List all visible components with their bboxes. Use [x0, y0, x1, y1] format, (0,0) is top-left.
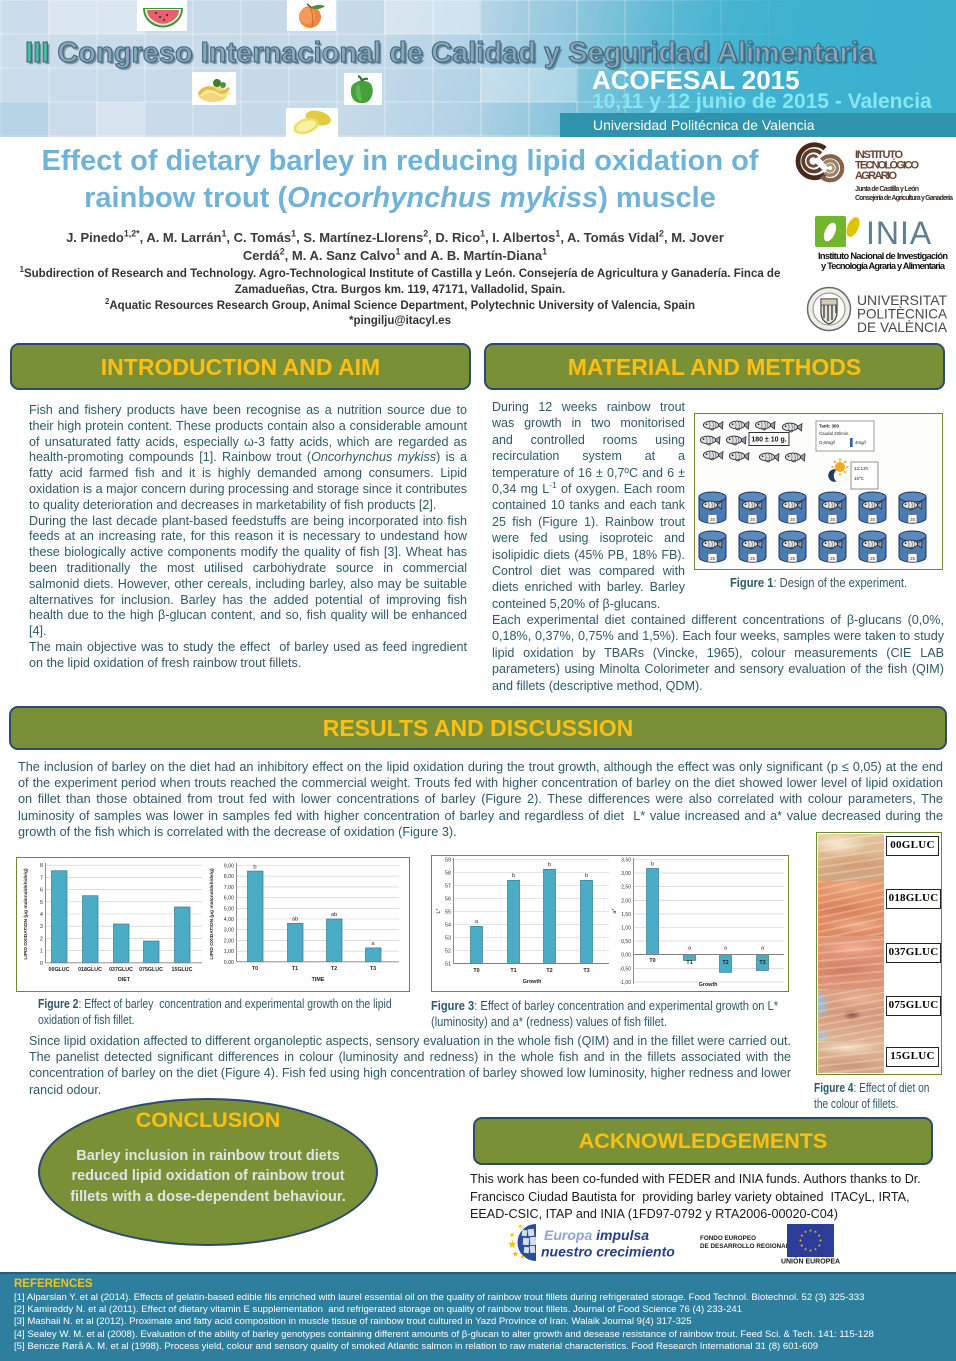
- svg-text:4: 4: [40, 912, 43, 918]
- svg-text:a: a: [371, 941, 375, 947]
- svg-text:037GLUC: 037GLUC: [109, 967, 133, 973]
- svg-text:52: 52: [445, 949, 451, 955]
- svg-text:a: a: [688, 946, 692, 952]
- svg-text:Junta de Castilla y León: Junta de Castilla y León: [855, 186, 919, 193]
- svg-text:2,00: 2,00: [621, 898, 631, 904]
- svg-text:AGRARIO: AGRARIO: [855, 170, 897, 182]
- svg-text:58: 58: [445, 871, 451, 877]
- svg-text:-0,50: -0,50: [620, 966, 632, 972]
- svg-text:T1: T1: [686, 960, 692, 966]
- svg-text:8,00: 8,00: [224, 874, 234, 880]
- svg-text:T1: T1: [292, 966, 298, 972]
- svg-text:DE DESARROLLO REGIONAL: DE DESARROLLO REGIONAL: [700, 1243, 790, 1250]
- svg-text:Consejería de Agricultura y Ga: Consejería de Agricultura y Ganadería: [855, 195, 953, 202]
- svg-text:T3: T3: [370, 966, 376, 972]
- svg-text:53: 53: [445, 936, 451, 942]
- svg-text:1,00: 1,00: [224, 949, 234, 955]
- svg-text:2,00: 2,00: [224, 938, 234, 944]
- svg-text:54: 54: [445, 923, 451, 929]
- svg-text:5,00: 5,00: [224, 906, 234, 912]
- svg-text:3,00: 3,00: [224, 928, 234, 934]
- svg-text:075GLUC: 075GLUC: [139, 967, 163, 973]
- svg-text:b: b: [548, 862, 551, 868]
- svg-text:TIME: TIME: [312, 977, 325, 983]
- svg-text:Growth: Growth: [523, 979, 542, 985]
- svg-text:LIPID OXIDATION (μg malonaldeh: LIPID OXIDATION (μg malonaldehide/g): [209, 868, 215, 960]
- svg-text:1,00: 1,00: [621, 926, 631, 932]
- svg-text:7,00: 7,00: [224, 885, 234, 891]
- svg-text:Caudal 20l/min.: Caudal 20l/min.: [819, 431, 850, 436]
- svg-text:y Tecnología Agraria y Aliment: y Tecnología Agraria y Alimentaria: [821, 261, 946, 271]
- svg-text:FONDO EUROPEO: FONDO EUROPEO: [700, 1235, 756, 1242]
- svg-text:51: 51: [445, 962, 451, 968]
- svg-text:5: 5: [40, 900, 43, 906]
- svg-text:ab: ab: [292, 917, 298, 923]
- svg-text:55: 55: [445, 910, 451, 916]
- svg-text:9,00: 9,00: [224, 864, 234, 870]
- svg-text:T3: T3: [759, 960, 765, 966]
- svg-text:180 ± 10 g.: 180 ± 10 g.: [751, 437, 786, 444]
- svg-text:3: 3: [40, 924, 43, 930]
- svg-text:56: 56: [445, 897, 451, 903]
- svg-text:POLITÈCNICA: POLITÈCNICA: [857, 306, 948, 322]
- svg-text:6,00: 6,00: [224, 896, 234, 902]
- svg-text:DIET: DIET: [118, 977, 131, 983]
- svg-text:-1,00: -1,00: [620, 980, 632, 986]
- svg-text:LIPID OXIDATION (μg malonaldeh: LIPID OXIDATION (μg malonaldehide/g): [23, 868, 29, 960]
- svg-text:00GLUC: 00GLUC: [49, 967, 70, 973]
- svg-text:b: b: [651, 862, 654, 868]
- svg-text:T2: T2: [331, 966, 337, 972]
- svg-text:Tank: 300: Tank: 300: [819, 424, 839, 429]
- svg-text:a: a: [761, 946, 765, 952]
- svg-text:O₂6mg/l: O₂6mg/l: [819, 440, 835, 445]
- svg-text:INSTITUTO: INSTITUTO: [855, 149, 903, 161]
- svg-text:b: b: [253, 865, 256, 871]
- svg-text:T0: T0: [649, 958, 655, 964]
- svg-text:4,00: 4,00: [224, 917, 234, 923]
- svg-text:Instituto Nacional de Investig: Instituto Nacional de Investigación: [818, 251, 948, 261]
- svg-text:6: 6: [40, 888, 43, 894]
- svg-text:a: a: [724, 946, 728, 952]
- svg-text:T3: T3: [583, 968, 589, 974]
- svg-text:2: 2: [40, 936, 43, 942]
- svg-text:DE VALÈNCIA: DE VALÈNCIA: [857, 319, 948, 335]
- svg-text:57: 57: [445, 884, 451, 890]
- svg-text:Growth: Growth: [699, 982, 718, 988]
- svg-text:3,00: 3,00: [621, 871, 631, 877]
- svg-text:0,50: 0,50: [621, 939, 631, 945]
- svg-text:T2: T2: [546, 968, 552, 974]
- svg-text:15GLUC: 15GLUC: [172, 967, 193, 973]
- svg-text:b: b: [512, 873, 515, 879]
- svg-text:59: 59: [445, 858, 451, 864]
- svg-text:b: b: [585, 873, 588, 879]
- svg-text:3,50: 3,50: [621, 858, 631, 864]
- svg-text:0,00: 0,00: [621, 953, 631, 959]
- svg-text:a*: a*: [612, 908, 618, 914]
- svg-text:16ºC: 16ºC: [854, 476, 865, 481]
- svg-text:INIA: INIA: [866, 215, 932, 251]
- svg-text:2,50: 2,50: [621, 885, 631, 891]
- svg-text:nuestro crecimiento: nuestro crecimiento: [541, 1244, 675, 1260]
- svg-text:4mg/l: 4mg/l: [855, 440, 866, 445]
- svg-text:T2: T2: [722, 960, 728, 966]
- svg-text:UNIÓN EUROPEA: UNIÓN EUROPEA: [781, 1257, 840, 1266]
- svg-text:1,50: 1,50: [621, 912, 631, 918]
- svg-text:TECNOLÓGICO: TECNOLÓGICO: [855, 159, 919, 172]
- svg-text:Europa impulsa: Europa impulsa: [544, 1227, 649, 1243]
- svg-text:T0: T0: [473, 968, 479, 974]
- svg-text:L*: L*: [436, 908, 442, 914]
- svg-text:ab: ab: [331, 912, 337, 918]
- svg-text:UNIVERSITAT: UNIVERSITAT: [857, 292, 947, 308]
- svg-text:T0: T0: [252, 966, 258, 972]
- svg-text:T1: T1: [510, 968, 516, 974]
- svg-text:12:12h: 12:12h: [854, 466, 868, 471]
- svg-text:a: a: [475, 919, 479, 925]
- svg-text:7: 7: [40, 875, 43, 881]
- svg-text:1: 1: [40, 949, 43, 955]
- svg-text:018GLUC: 018GLUC: [78, 967, 102, 973]
- svg-text:0: 0: [40, 961, 43, 967]
- svg-text:0,00: 0,00: [224, 960, 234, 966]
- svg-text:8: 8: [40, 863, 43, 869]
